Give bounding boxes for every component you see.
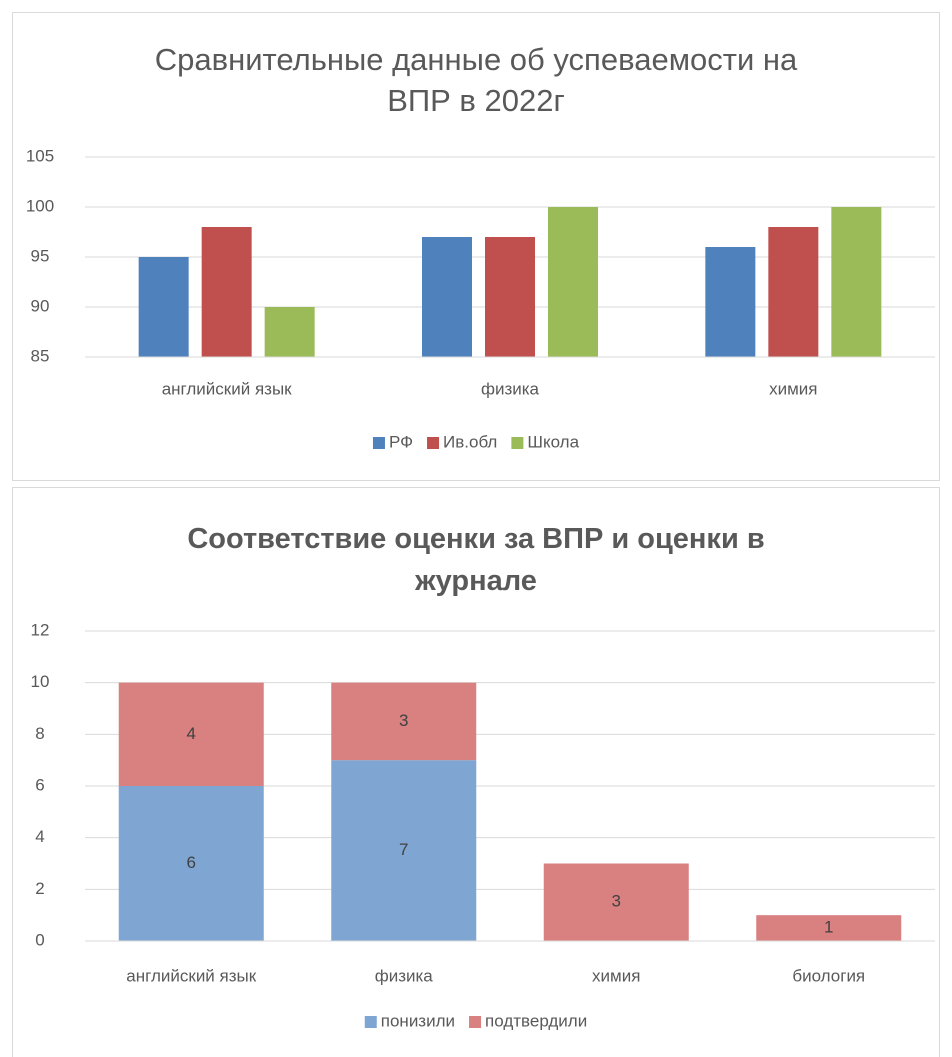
x-tick-label: физика xyxy=(481,379,540,398)
bar xyxy=(264,307,315,357)
data-label: 7 xyxy=(399,840,408,859)
legend-swatch xyxy=(364,1016,377,1028)
bar-segment xyxy=(756,915,902,941)
bar xyxy=(705,247,756,357)
data-label: 3 xyxy=(399,711,408,730)
legend-swatch xyxy=(469,1016,482,1028)
bar-segment xyxy=(331,760,477,941)
legend-label: Ив.обл xyxy=(443,432,497,451)
legend-swatch xyxy=(372,437,385,449)
bar xyxy=(548,207,598,357)
y-tick-label: 8 xyxy=(35,724,44,743)
data-label: 3 xyxy=(612,892,621,911)
chart-title: Сравнительные данные об успеваемости на В… xyxy=(155,42,798,118)
x-tick-label: английский язык xyxy=(162,379,292,398)
x-tick-label: английский язык xyxy=(126,966,256,985)
x-tick-label: химия xyxy=(769,379,817,398)
bar xyxy=(768,227,819,357)
data-label: 1 xyxy=(824,918,833,937)
bar xyxy=(201,227,252,357)
legend-label: РФ xyxy=(389,432,413,451)
y-tick-label: 0 xyxy=(35,930,44,949)
y-tick-label: 2 xyxy=(35,879,44,898)
legend-swatch xyxy=(511,437,524,449)
x-tick-label: биология xyxy=(792,966,865,985)
legend-label: Школа xyxy=(527,432,579,451)
legend-label: подтвердили xyxy=(485,1011,587,1030)
x-tick-label: химия xyxy=(592,966,640,985)
bar xyxy=(138,257,189,357)
y-tick-label: 100 xyxy=(26,196,54,215)
bar-segment xyxy=(331,682,477,761)
legend-swatch xyxy=(427,437,440,449)
data-label: 4 xyxy=(187,724,196,743)
x-tick-label: физика xyxy=(375,966,434,985)
y-tick-label: 6 xyxy=(35,775,44,794)
legend-label: понизили xyxy=(381,1011,455,1030)
bar-segment xyxy=(118,786,264,941)
bar xyxy=(422,237,472,357)
bar-segment xyxy=(543,863,689,941)
bar xyxy=(831,207,882,357)
y-tick-label: 4 xyxy=(35,827,44,846)
chart-title: Соответствие оценки за ВПР и оценки в жур… xyxy=(187,523,764,597)
data-label: 6 xyxy=(187,853,196,872)
y-tick-label: 105 xyxy=(26,146,54,165)
y-tick-label: 85 xyxy=(31,346,50,365)
bar-segment xyxy=(118,682,264,786)
y-tick-label: 95 xyxy=(31,246,50,265)
y-tick-label: 90 xyxy=(31,296,50,315)
y-tick-label: 12 xyxy=(31,620,50,639)
y-tick-label: 10 xyxy=(31,672,50,691)
bar xyxy=(485,237,535,357)
